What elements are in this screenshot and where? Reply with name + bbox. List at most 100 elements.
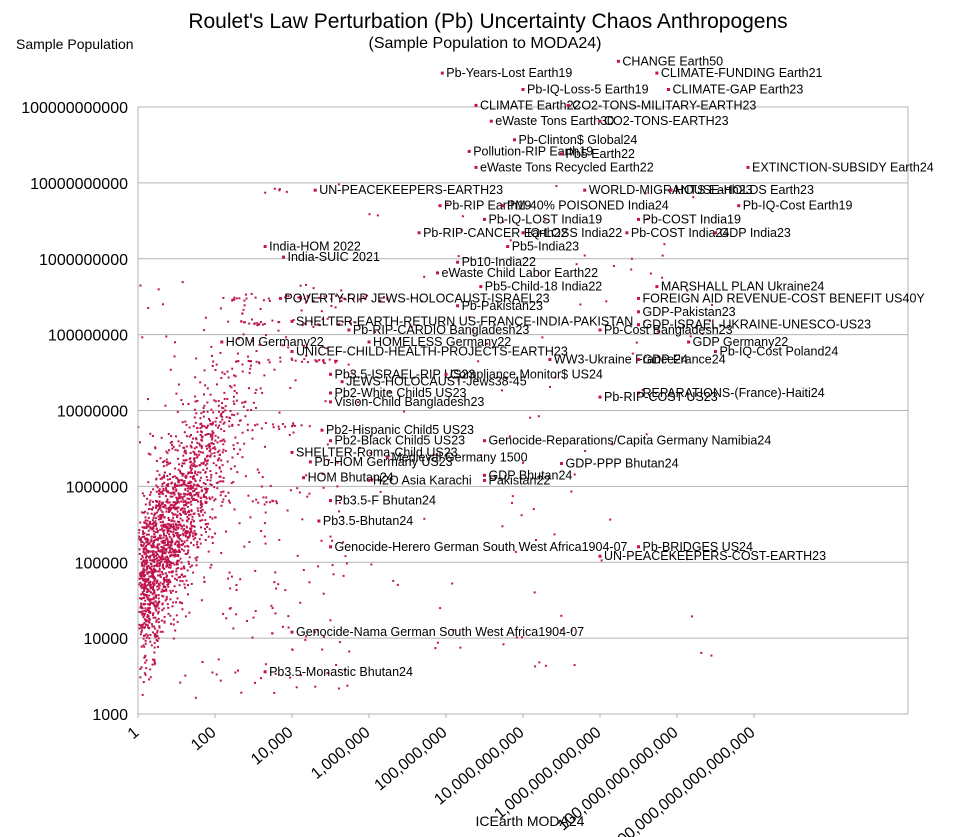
data-point <box>184 545 187 548</box>
data-point <box>218 424 221 427</box>
data-point <box>535 539 537 541</box>
data-point <box>242 405 245 408</box>
data-point <box>238 419 241 422</box>
data-point <box>338 495 341 498</box>
data-point <box>175 502 177 505</box>
data-point <box>175 392 178 395</box>
data-point <box>192 465 195 467</box>
data-point <box>341 320 344 323</box>
data-point <box>172 513 175 516</box>
data-point <box>167 581 170 584</box>
data-point <box>176 532 179 535</box>
data-point <box>161 570 163 573</box>
data-point <box>156 559 159 562</box>
data-point <box>163 474 165 477</box>
data-point <box>196 430 199 433</box>
data-point <box>189 513 192 516</box>
data-point <box>451 582 454 585</box>
data-point <box>167 482 170 485</box>
data-point <box>182 532 185 535</box>
data-point <box>153 589 156 592</box>
data-point <box>341 515 344 518</box>
data-point <box>143 621 146 624</box>
data-point <box>238 522 241 525</box>
data-point <box>227 577 230 580</box>
data-point <box>217 404 220 407</box>
data-point <box>184 459 187 462</box>
data-point <box>157 583 160 586</box>
data-point <box>157 492 160 495</box>
data-point <box>145 545 147 548</box>
data-point <box>188 611 191 614</box>
data-point <box>151 658 154 661</box>
data-point <box>213 499 216 502</box>
data-point <box>184 450 187 453</box>
annotation-label: Pb5-India23 <box>512 240 579 254</box>
data-point <box>160 537 163 540</box>
data-point <box>154 606 157 609</box>
annotation-point <box>329 439 332 443</box>
y-tick-label: 100000000 <box>48 328 128 345</box>
data-point <box>193 483 196 486</box>
data-point <box>264 663 267 666</box>
data-point <box>158 495 161 498</box>
data-point <box>148 618 151 621</box>
data-point <box>176 498 179 501</box>
data-point <box>338 510 340 513</box>
data-point <box>236 360 239 363</box>
data-point <box>175 578 178 581</box>
data-point <box>177 537 180 540</box>
data-point <box>211 508 214 511</box>
data-point <box>170 530 173 533</box>
annotation-label: Pb-Pakistan23 <box>462 299 543 313</box>
data-point <box>143 542 146 545</box>
data-point <box>189 565 192 568</box>
data-point <box>219 475 222 478</box>
data-point <box>403 410 406 413</box>
data-point <box>177 481 180 484</box>
data-point <box>190 527 193 530</box>
data-point <box>143 645 146 648</box>
data-point <box>248 541 251 543</box>
data-point <box>204 483 207 485</box>
data-point <box>160 517 163 520</box>
data-point <box>201 519 204 522</box>
data-point <box>197 513 200 516</box>
annotation-label: India-HOM 2022 <box>269 240 361 254</box>
data-point <box>164 586 167 588</box>
data-point <box>193 460 196 463</box>
data-point <box>189 457 192 460</box>
data-point <box>162 520 164 523</box>
annotation-label: GDP France24 <box>643 353 726 367</box>
data-point <box>166 498 169 501</box>
data-point <box>318 324 321 327</box>
data-point <box>152 583 155 586</box>
annotation-point <box>566 103 570 107</box>
data-point <box>335 294 337 297</box>
data-point <box>156 565 158 568</box>
data-point <box>369 452 372 455</box>
data-point <box>171 519 174 522</box>
data-point <box>281 625 284 628</box>
data-point <box>146 594 149 597</box>
data-point <box>245 293 247 296</box>
y-tick-label: 100000 <box>75 555 128 572</box>
data-point <box>211 536 214 539</box>
data-point <box>235 589 238 591</box>
data-point <box>191 564 193 567</box>
data-point <box>700 651 703 654</box>
annotation-label: PM-40% POISONED India24 <box>507 199 669 213</box>
data-point <box>199 434 202 436</box>
data-point <box>166 583 169 586</box>
data-point <box>241 456 244 459</box>
data-point <box>190 463 193 466</box>
data-point <box>145 580 148 582</box>
data-point <box>144 642 147 645</box>
data-point <box>192 437 194 440</box>
data-point <box>175 561 178 564</box>
annotation-label: Pb-RIP-CARDIO Bangladesh23 <box>353 323 530 337</box>
data-point <box>209 393 212 396</box>
data-point <box>583 254 586 257</box>
data-point <box>146 616 149 618</box>
data-point <box>171 476 174 479</box>
